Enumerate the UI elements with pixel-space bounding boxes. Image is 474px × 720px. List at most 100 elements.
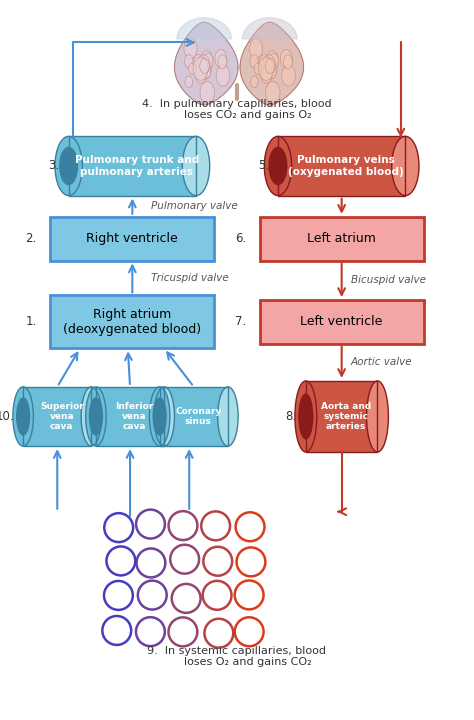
Ellipse shape [392,136,419,196]
Ellipse shape [149,387,170,446]
Circle shape [185,76,192,88]
Ellipse shape [295,381,317,452]
Ellipse shape [13,387,33,446]
Text: Left atrium: Left atrium [307,232,376,245]
Text: Left ventricle: Left ventricle [301,315,383,328]
Bar [50,295,214,348]
Text: Tricuspid valve: Tricuspid valve [151,273,228,283]
Ellipse shape [366,381,388,452]
Circle shape [263,63,271,76]
Polygon shape [243,18,297,39]
Ellipse shape [264,136,292,196]
Bar [260,217,424,261]
Bar [306,381,377,452]
Bar [96,387,164,446]
Circle shape [265,81,280,104]
Text: 9.  In systemic capillaries, blood
      loses O₂ and gains CO₂: 9. In systemic capillaries, blood loses … [147,646,327,667]
Text: 2.: 2. [26,232,37,245]
Text: Superior
vena
cava: Superior vena cava [40,402,84,431]
Bar [23,387,91,446]
Circle shape [261,66,272,84]
Circle shape [269,53,279,68]
Ellipse shape [89,397,103,436]
Circle shape [249,38,263,59]
Bar [69,136,196,196]
Ellipse shape [218,387,238,446]
Polygon shape [240,22,303,105]
Circle shape [263,55,275,74]
Ellipse shape [268,147,288,185]
Circle shape [283,55,292,69]
Ellipse shape [182,136,210,196]
Bar [160,387,228,446]
Circle shape [193,55,205,73]
Text: Pulmonary veins
(oxygenated blood): Pulmonary veins (oxygenated blood) [288,156,404,176]
Bar [69,136,196,196]
Circle shape [197,56,212,79]
Text: 4.  In pulmonary capillaries, blood
      loses CO₂ and gains O₂: 4. In pulmonary capillaries, blood loses… [142,99,332,120]
Circle shape [265,58,275,73]
Circle shape [198,63,206,76]
Circle shape [189,63,196,74]
Circle shape [184,55,193,68]
Bar [260,300,424,343]
Circle shape [264,64,271,76]
Text: Right atrium
(deoxygenated blood): Right atrium (deoxygenated blood) [63,308,201,336]
Text: Right ventricle: Right ventricle [86,232,178,245]
Bar [160,387,228,446]
Circle shape [262,56,277,79]
Circle shape [193,57,208,81]
Bar [278,136,405,196]
Ellipse shape [55,136,82,196]
Ellipse shape [16,397,30,436]
Circle shape [198,64,205,76]
Circle shape [215,50,227,68]
Circle shape [184,38,197,59]
Bar [278,136,405,196]
Text: Pulmonary valve: Pulmonary valve [151,201,237,211]
Circle shape [195,66,207,84]
Text: 10.: 10. [0,410,14,423]
Ellipse shape [81,387,101,446]
Circle shape [216,65,230,86]
Circle shape [259,57,273,81]
Circle shape [202,66,210,78]
Circle shape [280,50,292,68]
Circle shape [196,58,208,74]
Ellipse shape [154,387,174,446]
Circle shape [267,51,278,68]
Circle shape [197,55,210,74]
Text: Bicuspid valve: Bicuspid valve [351,275,426,285]
Text: Inferior
vena
cava: Inferior vena cava [116,402,154,431]
Text: 1.: 1. [26,315,37,328]
Text: 7.: 7. [235,315,246,328]
Circle shape [282,65,295,86]
Ellipse shape [153,397,167,436]
Circle shape [250,55,258,68]
Bar [96,387,164,446]
Ellipse shape [86,387,106,446]
Circle shape [201,51,212,68]
Text: 8.: 8. [286,410,297,423]
Bar [50,217,214,261]
Text: 6.: 6. [235,232,246,245]
Circle shape [218,55,227,69]
Text: 3.: 3. [48,159,60,173]
Text: 5.: 5. [258,159,269,173]
Circle shape [200,81,215,104]
Circle shape [254,63,261,74]
Circle shape [268,66,276,78]
Polygon shape [174,22,238,105]
Circle shape [262,58,273,74]
Text: Aorta and
systemic
arteries: Aorta and systemic arteries [321,402,371,431]
Text: Coronary
sinus: Coronary sinus [175,407,221,426]
Circle shape [258,55,270,73]
Bar [306,381,377,452]
Circle shape [200,58,210,73]
Circle shape [203,53,213,68]
Ellipse shape [59,147,78,185]
Ellipse shape [298,393,313,440]
Text: Pulmonary trunk and
pulmonary arteries: Pulmonary trunk and pulmonary arteries [75,156,199,176]
Text: Aortic valve: Aortic valve [351,357,412,367]
Bar [23,387,91,446]
